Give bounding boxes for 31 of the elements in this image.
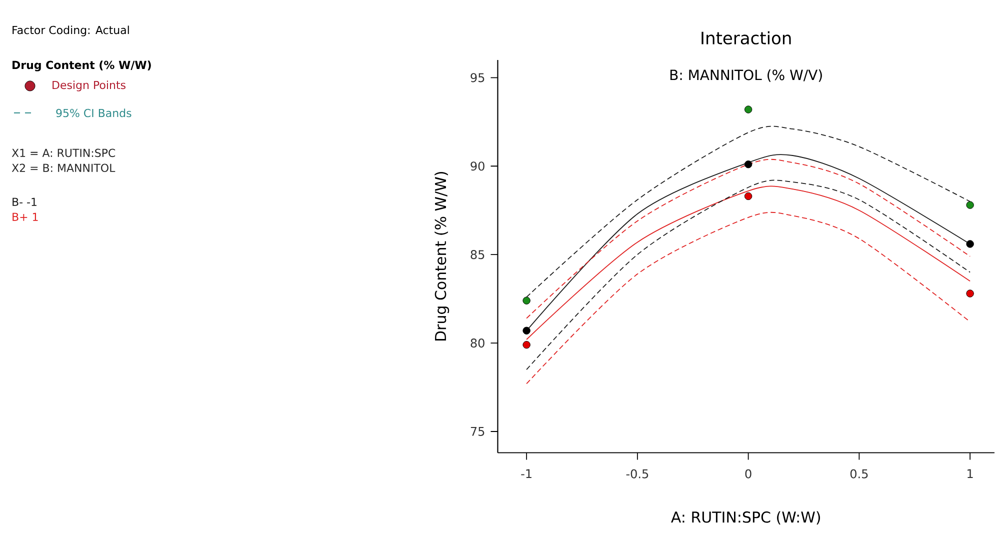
x-tick-label: 0 (745, 469, 752, 478)
x-axis-title: A: RUTIN:SPC (W:W) (671, 511, 820, 525)
text: Design Points (52, 80, 126, 92)
point (522, 296, 530, 305)
x-tick-label: 0.5 (850, 469, 868, 478)
x-tick-label: -1 (521, 469, 532, 478)
y-tick-label: 80 (470, 338, 484, 348)
legend-title: Drug Content (% W/W) (12, 60, 151, 72)
text: B+ 1 (12, 213, 38, 222)
point (744, 192, 752, 200)
text: B: MANNITOL (% W/V) (670, 70, 822, 82)
text: Factor Coding: Actual (12, 26, 129, 36)
text: X2 = B: MANNITOL (12, 164, 116, 172)
point (966, 201, 974, 210)
text: 95% CI Bands (56, 108, 132, 118)
point (744, 160, 752, 168)
point (522, 326, 530, 335)
y-axis-title: Drug Content (% W/W) (434, 172, 450, 341)
y-tick-label: 75 (470, 427, 484, 436)
y-tick-label: 95 (470, 73, 484, 82)
point (522, 341, 530, 349)
y-tick-label: 85 (470, 250, 484, 260)
chart-title: Interaction (702, 31, 791, 45)
x-tick-label: 1 (968, 469, 973, 478)
text: B- -1 (12, 198, 36, 206)
x-tick-label: -0.5 (626, 469, 648, 478)
point (966, 240, 974, 248)
point (744, 106, 752, 114)
y-tick-label: 90 (470, 162, 484, 171)
point (966, 290, 974, 298)
text: X1 = A: RUTIN:SPC (12, 148, 116, 158)
